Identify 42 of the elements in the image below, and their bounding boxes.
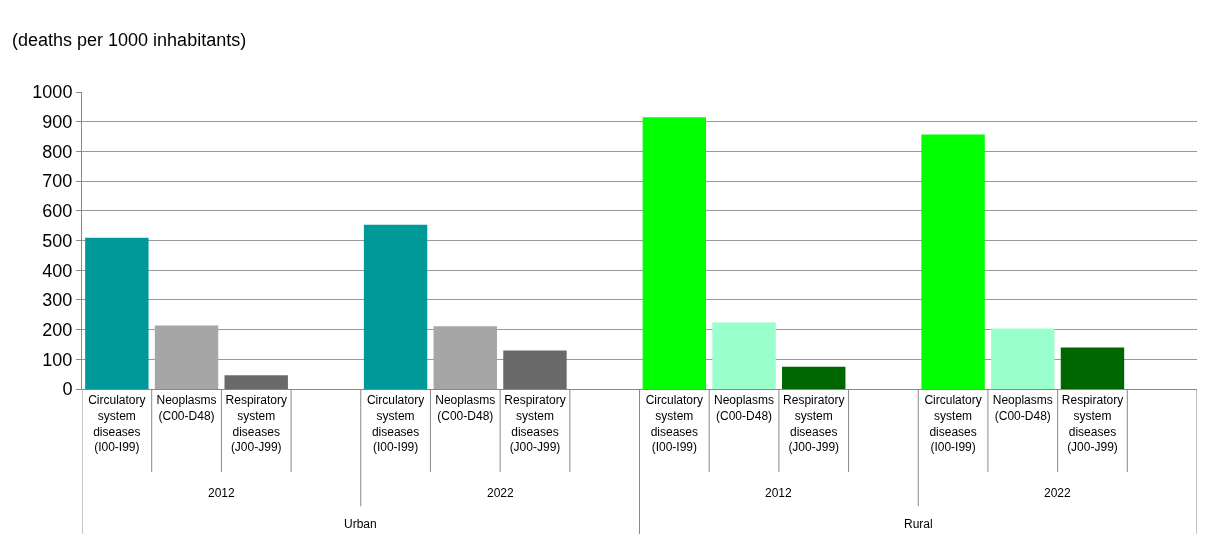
bar bbox=[85, 237, 149, 389]
bar bbox=[1060, 347, 1125, 389]
bar bbox=[363, 224, 428, 389]
y-tick-label: 100 bbox=[42, 349, 73, 370]
text: 2012 bbox=[765, 486, 793, 500]
y-tick-label: 0 bbox=[62, 379, 73, 400]
text: Urban bbox=[344, 517, 377, 531]
x-tick-label: Circulatory system diseases (I00-I99) bbox=[924, 393, 982, 455]
y-tick-label: 1000 bbox=[32, 82, 73, 103]
y-axis-title: (deaths per 1000 inhabitants) bbox=[12, 30, 247, 50]
x-tick-label: Neoplasms (C00-D48) bbox=[714, 393, 775, 423]
x-tick-label: Circulatory system diseases (I00-I99) bbox=[88, 393, 146, 455]
y-tick-label: 300 bbox=[42, 290, 73, 311]
bar bbox=[642, 117, 707, 389]
x-tick-label: Circulatory system diseases (I00-I99) bbox=[645, 393, 704, 455]
bar bbox=[712, 322, 776, 389]
y-tick-label: 700 bbox=[42, 171, 73, 192]
y-tick-label: 600 bbox=[42, 201, 73, 222]
bar bbox=[991, 328, 1055, 389]
y-tick-label: 400 bbox=[42, 260, 73, 281]
x-tick-label: Respiratory system diseases (J00-J99) bbox=[1061, 393, 1124, 455]
x-tick-label: Neoplasms (C00-D48) bbox=[435, 393, 496, 423]
x-tick-label: Respiratory system diseases (J00-J99) bbox=[504, 393, 566, 455]
x-tick-label: Circulatory system diseases (I00-I99) bbox=[366, 393, 425, 455]
y-tick-label: 200 bbox=[42, 319, 73, 340]
bar bbox=[921, 134, 985, 389]
y-tick-label: 500 bbox=[42, 230, 73, 251]
bar bbox=[224, 375, 288, 389]
x-tick-label: Neoplasms (C00-D48) bbox=[156, 393, 217, 423]
x-tick-label: Neoplasms (C00-D48) bbox=[992, 393, 1053, 423]
x-tick-label: Respiratory system diseases (J00-J99) bbox=[783, 393, 845, 455]
y-tick-label: 900 bbox=[42, 112, 73, 132]
bar bbox=[782, 366, 846, 389]
bar bbox=[503, 350, 567, 389]
x-tick-label: Respiratory system diseases (J00-J99) bbox=[225, 393, 287, 455]
text: 2022 bbox=[487, 486, 515, 500]
text: 2012 bbox=[208, 486, 236, 500]
text: Rural bbox=[904, 517, 933, 531]
bar bbox=[154, 325, 219, 389]
bar bbox=[433, 326, 497, 389]
y-tick-label: 800 bbox=[42, 141, 73, 162]
text: 2022 bbox=[1044, 486, 1072, 500]
